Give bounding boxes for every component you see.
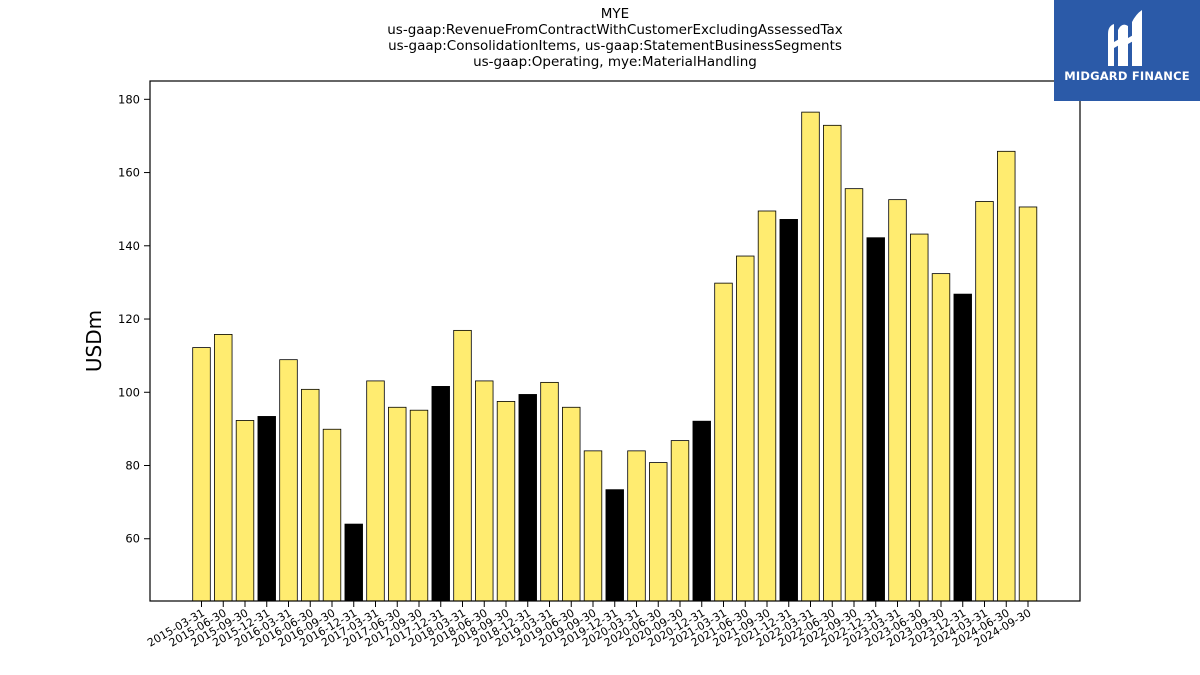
bar-2024-09-30 xyxy=(1018,206,1038,602)
y-tick-label: 140 xyxy=(118,239,140,253)
bar-2015-12-31 xyxy=(257,416,276,602)
bar-2016-06-30 xyxy=(301,388,320,602)
bars-group xyxy=(192,111,1038,602)
bar-2021-06-30 xyxy=(736,255,755,602)
bar-2022-09-30 xyxy=(844,188,864,602)
bar-2018-09-30 xyxy=(496,401,516,602)
bar-2016-12-31 xyxy=(344,523,363,602)
bar-2015-09-30 xyxy=(235,420,255,602)
bar-2020-03-31 xyxy=(627,450,646,602)
y-tick-label: 160 xyxy=(118,166,140,180)
bar-2017-06-30 xyxy=(388,406,407,602)
bar-2023-09-30 xyxy=(931,273,951,602)
x-axis: 2015-03-312015-06-302015-09-302015-12-31… xyxy=(145,601,1034,650)
bar-2015-06-30 xyxy=(214,334,233,602)
chart-title-line-1: MYE xyxy=(600,6,630,22)
bar-2020-09-30 xyxy=(670,440,690,602)
y-tick-label: 100 xyxy=(118,385,140,399)
bar-2018-06-30 xyxy=(475,380,494,602)
bar-2024-06-30 xyxy=(997,150,1016,602)
bar-2020-12-31 xyxy=(692,420,711,602)
bar-2017-12-31 xyxy=(431,386,450,602)
bar-2022-06-30 xyxy=(823,124,842,602)
chart-title-line-2: us-gaap:RevenueFromContractWithCustomerE… xyxy=(387,22,843,38)
chart-title-line-3: us-gaap:ConsolidationItems, us-gaap:Stat… xyxy=(388,38,842,54)
bar-2023-12-31 xyxy=(953,293,972,602)
bar-2018-12-31 xyxy=(518,394,537,602)
bar-2021-12-31 xyxy=(779,219,798,602)
y-tick-label: 80 xyxy=(125,459,140,473)
bar-2019-06-30 xyxy=(562,406,581,602)
bar-2022-03-31 xyxy=(801,111,820,602)
bar-2019-12-31 xyxy=(605,489,624,602)
chart-title-line-4: us-gaap:Operating, mye:MaterialHandling xyxy=(473,54,757,70)
plot-frame xyxy=(149,80,1081,602)
y-tick-label: 120 xyxy=(118,312,140,326)
bar-2018-03-31 xyxy=(453,329,472,602)
brand-name: MIDGARD FINANCE xyxy=(1064,69,1190,83)
bar-2017-03-31 xyxy=(366,380,385,602)
bar-2015-03-31 xyxy=(192,347,211,602)
chart-title: MYE us-gaap:RevenueFromContractWithCusto… xyxy=(150,6,1080,70)
bar-2023-06-30 xyxy=(910,233,929,602)
y-axis-label: USDm xyxy=(82,310,106,372)
brand-badge: MIDGARD FINANCE xyxy=(1054,0,1200,101)
bar-2016-09-30 xyxy=(322,428,342,602)
y-axis: 60 80 100 120 140 160 180 xyxy=(118,92,150,546)
y-tick-label: 60 xyxy=(125,532,140,546)
bar-2023-03-31 xyxy=(888,199,907,602)
bar-2019-03-31 xyxy=(540,381,559,602)
y-tick-label: 180 xyxy=(118,92,140,106)
bar-2020-06-30 xyxy=(649,462,668,602)
bar-2022-12-31 xyxy=(866,237,885,602)
bar-2016-03-31 xyxy=(279,359,298,602)
bar-2021-03-31 xyxy=(714,282,733,602)
bar-2024-03-31 xyxy=(975,201,994,602)
bar-2017-09-30 xyxy=(409,409,429,602)
bar-2019-09-30 xyxy=(583,450,603,602)
bar-2021-09-30 xyxy=(757,210,777,602)
midgard-m-logo-icon xyxy=(1108,10,1142,67)
